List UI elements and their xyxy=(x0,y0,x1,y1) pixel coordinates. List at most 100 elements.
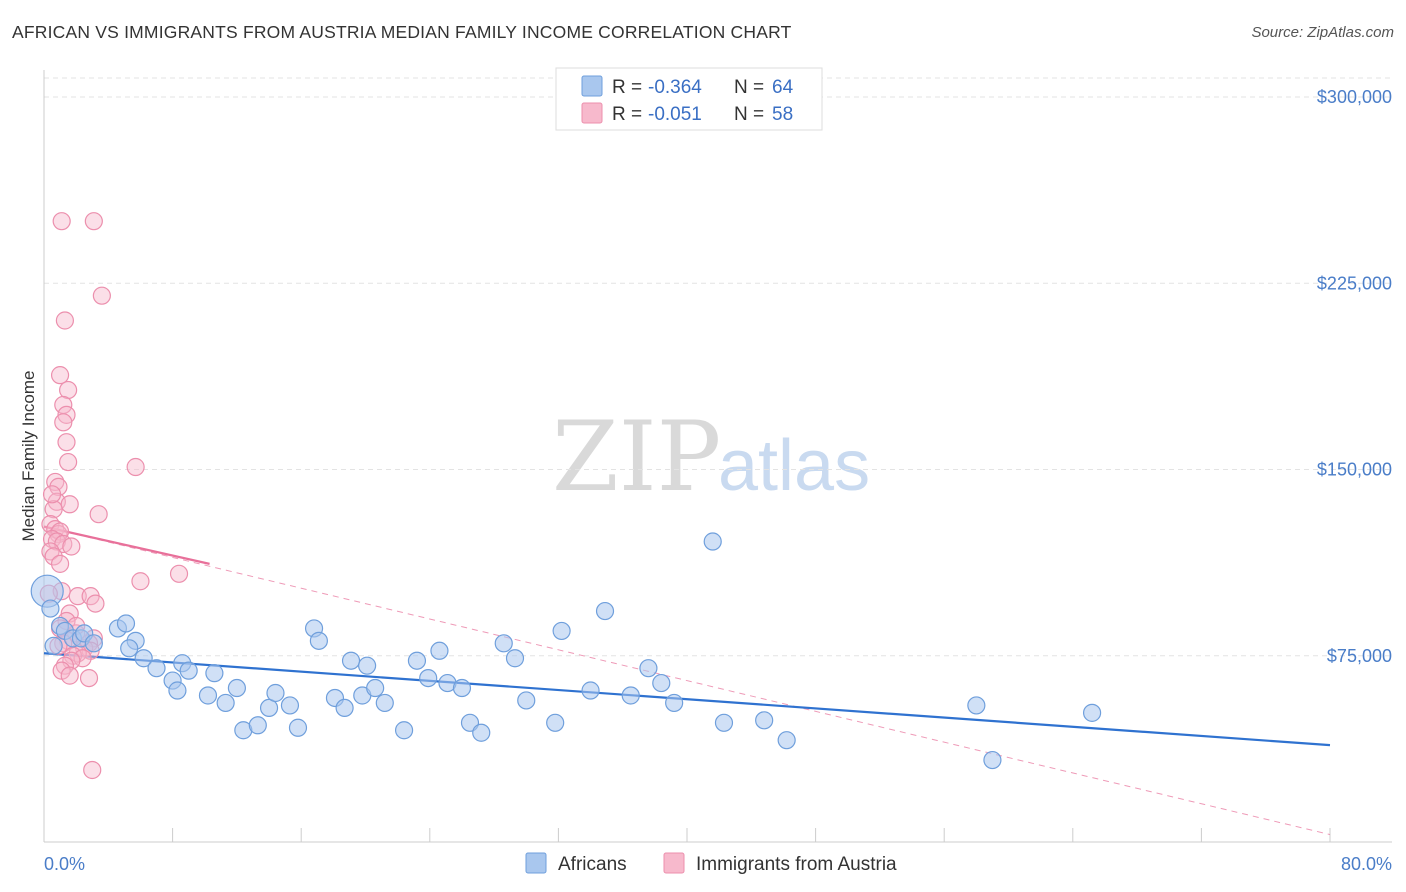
data-point-africans xyxy=(714,713,734,732)
data-point-austria xyxy=(55,656,74,675)
data-point-austria xyxy=(54,413,73,432)
watermark-atlas: atlas xyxy=(718,426,870,506)
data-point-austria xyxy=(42,485,62,504)
data-point-africans xyxy=(703,532,722,551)
data-point-austria xyxy=(126,457,145,477)
x-ticks xyxy=(43,828,1331,842)
legend-r-label-austria: R = xyxy=(612,104,642,125)
data-point-africans xyxy=(665,693,684,713)
data-point-africans xyxy=(84,634,103,653)
data-point-africans xyxy=(452,678,472,698)
x-tick-label-min: 0.0% xyxy=(44,854,85,874)
y-tick-label: $300,000 xyxy=(1317,87,1392,107)
data-point-africans xyxy=(358,656,377,675)
data-point-africans xyxy=(407,651,427,670)
legend-r-austria: -0.051 xyxy=(648,104,702,125)
trend-line-austria-extended xyxy=(43,526,1331,836)
legend-n-label-austria: N = xyxy=(734,104,764,125)
bottom-legend-africans: Africans xyxy=(558,854,627,875)
legend-box: R = -0.364 N = 64 R = -0.051 N = 58 xyxy=(555,67,823,131)
data-point-austria xyxy=(55,311,74,330)
y-tick-label: $75,000 xyxy=(1327,646,1392,666)
legend-swatch-austria xyxy=(581,102,603,124)
data-point-africans xyxy=(44,636,63,655)
data-point-africans xyxy=(419,668,438,688)
data-point-africans xyxy=(266,683,285,703)
data-point-africans xyxy=(581,681,600,700)
data-point-africans xyxy=(341,651,361,670)
data-point-africans xyxy=(227,678,246,698)
data-point-africans xyxy=(777,731,796,750)
data-point-africans xyxy=(288,718,308,737)
data-point-africans xyxy=(552,621,571,641)
gridlines xyxy=(44,77,1392,657)
data-point-austria xyxy=(62,537,81,556)
data-point-africans xyxy=(147,659,166,678)
data-point-austria xyxy=(83,760,102,780)
data-point-africans xyxy=(134,649,153,668)
data-point-austria xyxy=(50,366,70,385)
watermark-zip: ZIP xyxy=(552,401,721,513)
data-point-africans xyxy=(595,601,615,621)
bottom-legend-swatch-africans xyxy=(525,852,547,874)
series-austria xyxy=(39,212,189,780)
data-point-africans xyxy=(248,716,267,735)
data-point-austria xyxy=(59,452,78,472)
bottom-legend-swatch-austria xyxy=(663,852,685,874)
bottom-legend: Africans Immigrants from Austria xyxy=(525,852,897,875)
data-point-austria xyxy=(60,495,79,514)
data-point-africans xyxy=(755,711,774,730)
legend-r-africans: -0.364 xyxy=(648,77,702,98)
data-point-austria xyxy=(73,649,92,668)
data-point-austria xyxy=(68,587,87,606)
y-tick-label: $225,000 xyxy=(1317,273,1392,293)
x-tick-label-max: 80.0% xyxy=(1341,854,1392,874)
legend-n-austria: 58 xyxy=(772,104,793,125)
data-point-africans xyxy=(168,681,187,700)
data-point-africans xyxy=(621,686,640,705)
data-point-austria xyxy=(50,554,70,573)
source-label: Source: ZipAtlas.com xyxy=(1251,24,1394,41)
data-point-africans xyxy=(280,696,300,715)
y-tick-labels: $75,000 $150,000 $225,000 $300,000 xyxy=(1317,87,1392,666)
axes xyxy=(43,70,1392,843)
data-point-africans xyxy=(983,750,1002,770)
legend-swatch-africans xyxy=(581,75,603,97)
data-point-africans xyxy=(639,659,658,678)
legend-n-africans: 64 xyxy=(772,77,794,98)
data-point-africans xyxy=(517,691,536,710)
data-point-austria xyxy=(89,505,108,524)
data-point-africans xyxy=(179,661,198,680)
trend-line-africans xyxy=(43,652,1331,747)
data-point-africans xyxy=(335,698,354,718)
data-point-africans xyxy=(198,686,218,705)
data-point-austria xyxy=(57,433,76,452)
trend-line-austria xyxy=(43,525,210,565)
data-point-africans xyxy=(205,664,224,683)
data-point-africans xyxy=(366,678,385,698)
data-point-austria xyxy=(84,212,103,231)
data-point-africans xyxy=(41,599,60,618)
trend-lines xyxy=(43,525,1331,836)
data-point-austria xyxy=(131,572,150,591)
data-point-africans xyxy=(967,696,986,715)
data-point-africans xyxy=(505,649,525,668)
y-tick-label: $150,000 xyxy=(1317,460,1392,480)
data-point-africans xyxy=(394,721,414,740)
data-point-austria xyxy=(52,212,71,231)
bottom-legend-austria: Immigrants from Austria xyxy=(696,854,897,875)
data-point-africans xyxy=(546,713,565,732)
series-africans xyxy=(30,532,1102,770)
data-point-africans xyxy=(430,641,449,660)
y-axis-label: Median Family Income xyxy=(19,370,38,541)
data-point-africans xyxy=(375,693,394,713)
data-point-africans xyxy=(120,639,139,658)
data-point-africans xyxy=(1082,703,1102,722)
data-point-austria xyxy=(86,594,105,613)
data-point-austria xyxy=(169,564,189,583)
data-point-austria xyxy=(92,286,111,305)
chart-title: AFRICAN VS IMMIGRANTS FROM AUSTRIA MEDIA… xyxy=(12,22,792,42)
legend-r-label-africans: R = xyxy=(612,77,642,98)
data-point-austria xyxy=(49,477,68,496)
data-point-africans xyxy=(116,614,136,633)
